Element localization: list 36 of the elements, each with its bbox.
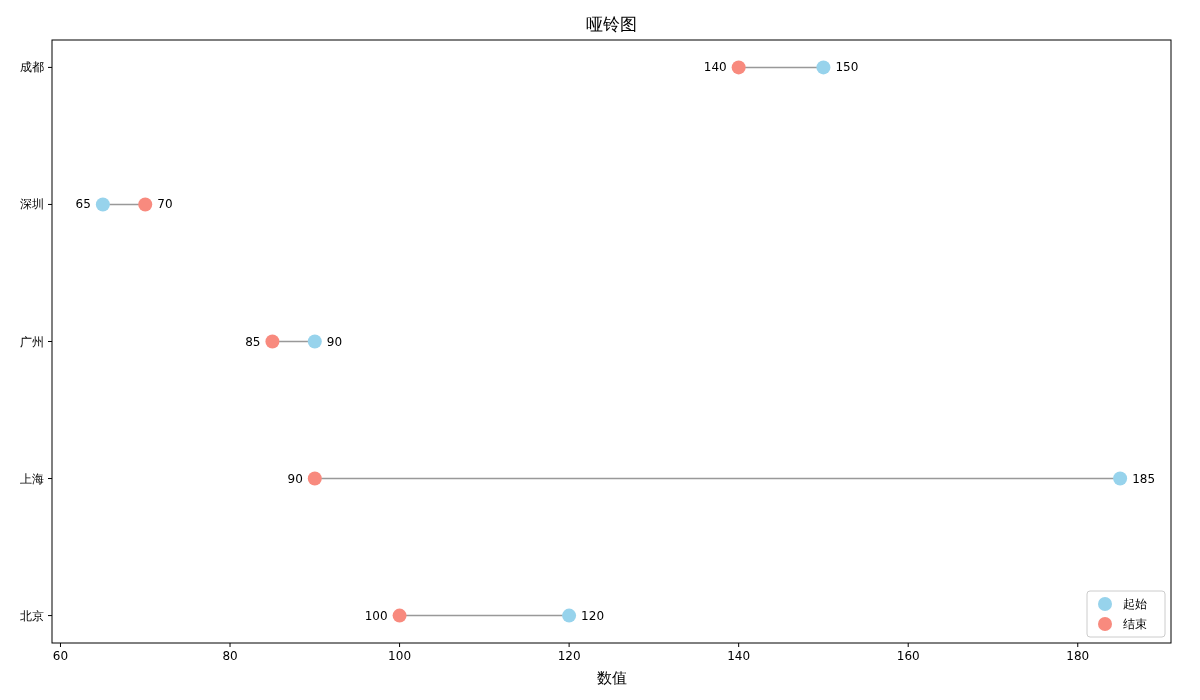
data-label: 150 [835,60,859,75]
data-label: 100 [364,608,388,623]
point [265,334,280,349]
x-tick-label: 160 [896,649,920,663]
data-label: 185 [1132,471,1156,486]
point [816,60,831,75]
data-label: 90 [287,471,303,486]
data-label: 85 [245,334,261,349]
point [392,608,407,623]
point [1113,471,1128,486]
y-tick-label: 成都 [20,60,44,75]
y-tick-label: 深圳 [20,197,44,212]
data-label: 90 [326,334,343,349]
point [731,60,746,75]
point [307,471,322,486]
y-tick-label: 广州 [20,334,44,349]
chart-title: 哑铃图 [586,14,637,34]
point [138,197,153,212]
data-label: 120 [581,608,605,623]
x-tick-label: 140 [727,649,751,663]
legend-label: 起始 [1123,597,1147,611]
x-axis-title: 数值 [596,669,627,687]
y-tick-label: 北京 [20,608,44,623]
x-tick-label: 120 [557,649,581,663]
point [307,334,322,349]
data-label: 140 [703,60,727,75]
x-tick-label: 100 [388,649,412,663]
x-tick-label: 80 [222,649,238,663]
data-label: 70 [157,197,173,212]
point [95,197,110,212]
data-label: 65 [75,197,91,212]
point [562,608,577,623]
legend-label: 结束 [1123,617,1147,631]
y-tick-label: 上海 [20,471,44,486]
x-tick-label: 60 [52,649,69,663]
x-tick-label: 180 [1066,649,1090,663]
